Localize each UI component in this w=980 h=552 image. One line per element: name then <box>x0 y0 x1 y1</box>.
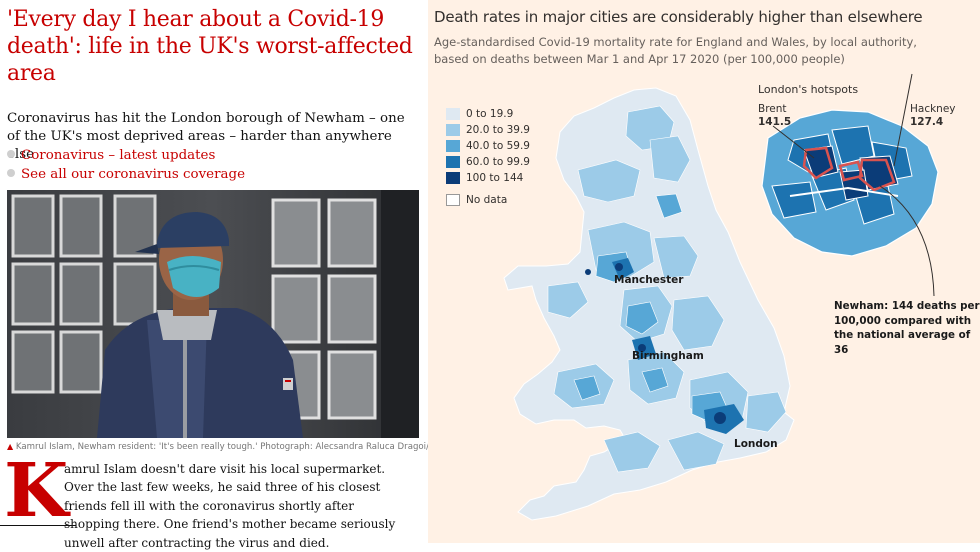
article-standfirst: Coronavirus has hit the London borough o… <box>7 111 405 162</box>
thames-river <box>789 186 899 197</box>
newham-annotation: Newham: 144 deaths per 100,000 compared … <box>834 300 980 356</box>
legend-swatch <box>446 194 460 206</box>
newham-outline <box>858 158 896 192</box>
legend-swatch <box>446 156 460 168</box>
legend-swatch <box>446 124 460 136</box>
legend-label: 60.0 to 99.9 <box>466 156 530 168</box>
brent-name: Brent <box>758 103 787 115</box>
article-panel: 'Every day I hear about a Covid-19 death… <box>0 0 487 550</box>
map-graphic: Death rates in major cities are consider… <box>428 0 980 543</box>
brent-leader-line <box>772 125 815 159</box>
hackney-name: Hackney <box>910 103 956 115</box>
hackney-label: Hackney 127.4 <box>910 103 956 129</box>
body-underline-rule <box>0 525 76 526</box>
birmingham-label: Birmingham <box>632 350 704 362</box>
london-label: London <box>734 438 778 450</box>
photo-caption: ▲ Kamrul Islam, Newham resident: 'It's b… <box>7 442 487 452</box>
resident-photo <box>7 190 419 438</box>
brent-label: Brent 141.5 <box>758 103 791 129</box>
map-title: Death rates in major cities are consider… <box>434 8 923 26</box>
legend-label: No data <box>466 194 508 206</box>
legend-label: 40.0 to 59.9 <box>466 140 530 152</box>
latest-updates-link-label: Coronavirus – latest updates <box>21 148 216 163</box>
legend-swatch <box>446 108 460 120</box>
brent-outline <box>802 146 834 180</box>
manchester-label: Manchester <box>614 274 684 286</box>
hotspots-title: London's hotspots <box>758 83 859 96</box>
legend-label: 0 to 19.9 <box>466 108 514 120</box>
bullet-icon <box>7 150 15 158</box>
map-subtitle: Age-standardised Covid-19 mortality rate… <box>434 35 917 66</box>
hackney-leader-line <box>893 73 913 167</box>
article-body-paragraph: amrul Islam doesn't dare visit his local… <box>64 462 396 550</box>
article-headline: 'Every day I hear about a Covid-19 death… <box>7 7 413 86</box>
bullet-icon <box>7 169 15 177</box>
legend-label: 100 to 144 <box>466 172 524 184</box>
choropleth-map <box>503 73 939 521</box>
london-inset <box>761 73 939 297</box>
hotspot-regions <box>585 263 726 424</box>
coronavirus-coverage-link-label: See all our coronavirus coverage <box>21 167 245 182</box>
newham-leader-line <box>879 185 935 297</box>
legend-label: 20.0 to 39.9 <box>466 124 530 136</box>
drop-cap: K <box>4 448 69 534</box>
coronavirus-coverage-link[interactable]: See all our coronavirus coverage <box>7 166 245 184</box>
hackney-outline <box>838 160 864 182</box>
photo-caption-text: Kamrul Islam, Newham resident: 'It's bee… <box>15 442 487 452</box>
article-photo <box>7 190 419 438</box>
brent-value: 141.5 <box>758 116 792 128</box>
latest-updates-link[interactable]: Coronavirus – latest updates <box>7 147 215 165</box>
legend-swatch <box>446 172 460 184</box>
hackney-value: 127.4 <box>910 116 944 128</box>
legend-swatch <box>446 140 460 152</box>
caption-triangle-icon: ▲ <box>7 442 14 451</box>
